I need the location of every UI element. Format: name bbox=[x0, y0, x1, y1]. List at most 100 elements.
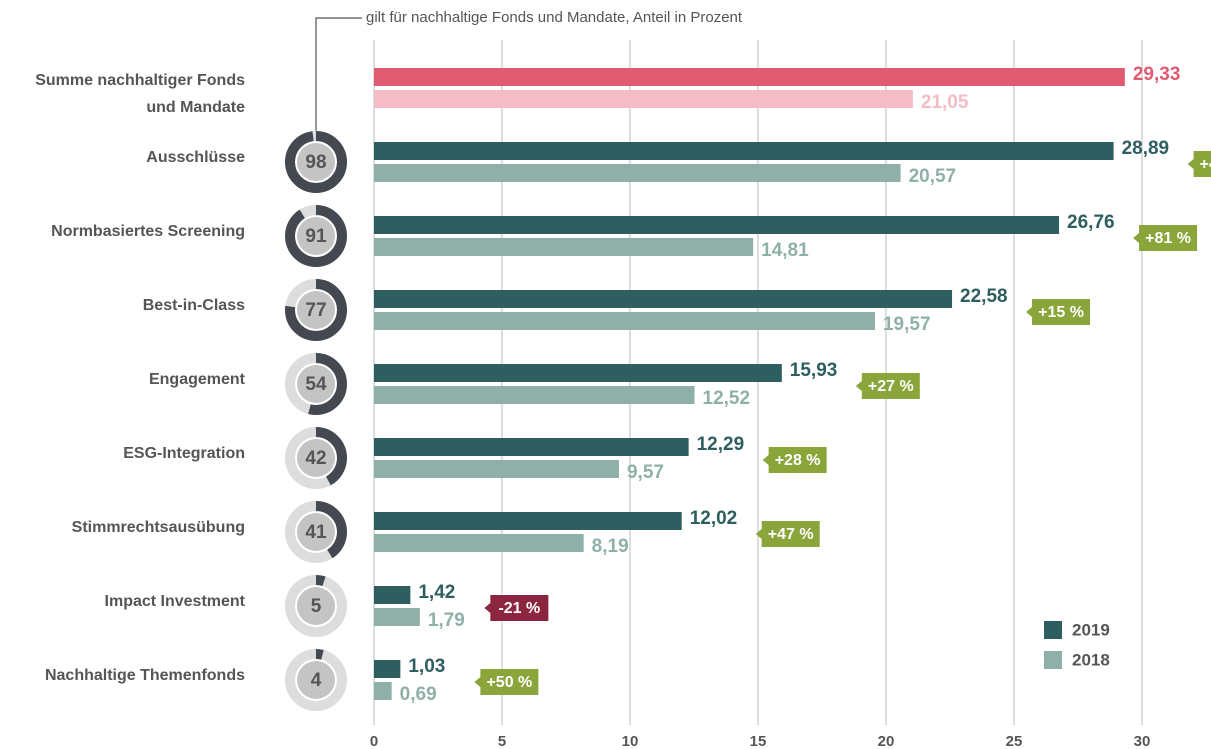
category-label: Summe nachhaltiger Fonds und Mandate bbox=[35, 72, 245, 116]
donut-arc bbox=[285, 649, 347, 711]
value-label: 28,89 bbox=[1122, 138, 1170, 159]
value-label: 9,57 bbox=[627, 462, 664, 483]
annotation: gilt für nachhaltige Fonds und Mandate, … bbox=[366, 9, 743, 26]
bar bbox=[374, 608, 420, 626]
donut-center bbox=[297, 291, 335, 329]
donut-label: 42 bbox=[305, 448, 326, 469]
value-label: 21,05 bbox=[921, 92, 969, 113]
bar bbox=[374, 660, 401, 678]
annotation-connector bbox=[315, 17, 362, 132]
donut-label: 98 bbox=[305, 152, 326, 173]
donut-arc bbox=[285, 427, 347, 489]
change-badge bbox=[1026, 299, 1091, 325]
donut-label: 91 bbox=[305, 226, 327, 247]
bar bbox=[374, 438, 689, 456]
value-label: 1,03 bbox=[408, 656, 445, 677]
bar bbox=[374, 290, 953, 308]
legend-label: 2018 bbox=[1072, 650, 1110, 669]
value-label: 26,76 bbox=[1067, 212, 1115, 233]
x-tick-label: 10 bbox=[622, 733, 639, 749]
donut-arc bbox=[285, 279, 347, 341]
value-label: 8,19 bbox=[592, 536, 629, 557]
legend-label: 2019 bbox=[1072, 620, 1110, 639]
category-label: Ausschlüsse bbox=[146, 148, 245, 166]
bar bbox=[374, 164, 901, 182]
donut-arc bbox=[285, 501, 347, 563]
x-tick-label: 30 bbox=[1134, 733, 1151, 749]
donut-arc bbox=[285, 131, 347, 193]
donut-center bbox=[297, 661, 335, 699]
donut-arc bbox=[285, 205, 347, 267]
bar bbox=[374, 512, 682, 530]
change-badge bbox=[755, 521, 820, 547]
change-badge bbox=[1187, 151, 1211, 177]
bar bbox=[374, 216, 1060, 234]
change-badge bbox=[762, 447, 827, 473]
value-label: 14,81 bbox=[761, 240, 809, 261]
change-label: +50 % bbox=[486, 674, 532, 691]
donut-label: 54 bbox=[305, 374, 327, 395]
change-badge bbox=[484, 595, 549, 621]
x-tick-label: 20 bbox=[878, 733, 895, 749]
category-label: Stimmrechtsausübung bbox=[71, 518, 245, 536]
bar bbox=[374, 534, 584, 552]
value-label: 1,79 bbox=[428, 610, 465, 631]
change-badge bbox=[855, 373, 920, 399]
value-label: 22,58 bbox=[960, 286, 1008, 307]
donut-center bbox=[297, 217, 335, 255]
donut-center bbox=[297, 439, 335, 477]
bar bbox=[374, 312, 875, 330]
bar bbox=[374, 386, 695, 404]
x-tick-label: 0 bbox=[370, 733, 378, 749]
donut-label: 4 bbox=[311, 670, 322, 691]
category-label: Impact Investment bbox=[104, 592, 245, 610]
donut-center bbox=[297, 513, 335, 551]
donut-center bbox=[297, 587, 335, 625]
donut-label: 77 bbox=[305, 300, 326, 321]
value-label: 19,57 bbox=[883, 314, 931, 335]
value-label: 12,52 bbox=[703, 388, 751, 409]
change-label: +28 % bbox=[775, 452, 821, 469]
value-label: 12,02 bbox=[690, 508, 738, 529]
value-label: 0,69 bbox=[400, 684, 437, 705]
change-label: +27 % bbox=[868, 378, 914, 395]
donut-label: 5 bbox=[311, 596, 322, 617]
legend-swatch bbox=[1044, 651, 1062, 669]
change-badge bbox=[474, 669, 539, 695]
category-label: Best-in-Class bbox=[142, 296, 245, 314]
value-label: 29,33 bbox=[1133, 64, 1181, 85]
change-label: -21 % bbox=[498, 600, 540, 617]
category-label: Engagement bbox=[148, 370, 245, 388]
bar bbox=[374, 586, 411, 604]
x-tick-label: 5 bbox=[498, 733, 506, 749]
change-label: +47 % bbox=[768, 526, 814, 543]
value-label: 15,93 bbox=[790, 360, 838, 381]
value-label: 12,29 bbox=[697, 434, 745, 455]
bar bbox=[374, 68, 1125, 86]
bar bbox=[374, 238, 754, 256]
legend-swatch bbox=[1044, 621, 1062, 639]
change-label: +15 % bbox=[1038, 304, 1084, 321]
category-label: ESG-Integration bbox=[123, 444, 245, 462]
bar bbox=[374, 682, 392, 700]
x-tick-label: 15 bbox=[750, 733, 767, 749]
donut-arc bbox=[285, 353, 347, 415]
category-label: Normbasiertes Screening bbox=[51, 222, 245, 240]
bar bbox=[374, 364, 782, 382]
category-label: Nachhaltige Themenfonds bbox=[44, 666, 245, 684]
donut-center bbox=[297, 365, 335, 403]
donut-arc bbox=[285, 575, 347, 637]
x-tick-label: 25 bbox=[1006, 733, 1023, 749]
donut-center bbox=[297, 143, 335, 181]
bar bbox=[374, 460, 619, 478]
change-label: +81 % bbox=[1145, 230, 1191, 247]
donut-label: 41 bbox=[305, 522, 327, 543]
change-badge bbox=[1133, 225, 1198, 251]
change-label: +40 % bbox=[1200, 156, 1211, 173]
value-label: 1,42 bbox=[418, 582, 455, 603]
bar bbox=[374, 90, 913, 108]
bar bbox=[374, 142, 1114, 160]
value-label: 20,57 bbox=[909, 166, 957, 187]
